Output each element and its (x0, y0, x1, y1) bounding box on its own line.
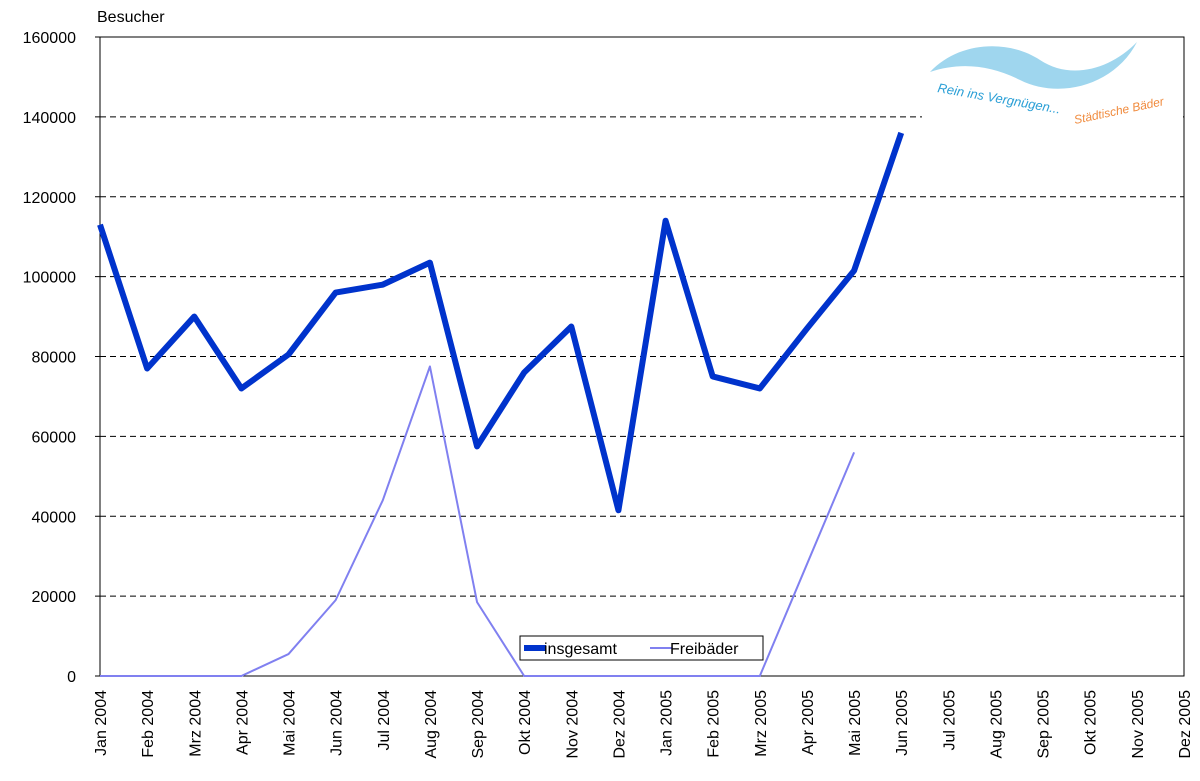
x-tick-label: Mai 2004 (282, 690, 299, 756)
x-tick-label: Mai 2005 (847, 690, 864, 756)
x-tick-label: Mrz 2004 (187, 690, 204, 757)
legend-box (519, 635, 764, 661)
x-tick-label: Sep 2004 (470, 690, 487, 759)
x-tick-label: Dez 2004 (611, 690, 628, 759)
y-tick-label: 80000 (32, 350, 77, 367)
x-tick-label: Feb 2005 (706, 690, 723, 758)
x-tick-label: Jun 2005 (894, 690, 911, 756)
y-tick-label: 40000 (32, 509, 77, 526)
y-tick-label: 20000 (32, 589, 77, 606)
y-tick-label: 0 (67, 669, 76, 686)
x-tick-label: Okt 2005 (1083, 690, 1100, 755)
x-tick-label: Aug 2005 (988, 690, 1005, 759)
x-tick-label: Jan 2005 (659, 690, 676, 756)
x-tick-label: Jan 2004 (93, 690, 110, 756)
x-tick-label: Mrz 2005 (753, 690, 770, 757)
x-tick-label: Sep 2005 (1036, 690, 1053, 759)
x-tick-label: Nov 2005 (1130, 690, 1147, 759)
x-tick-label: Aug 2004 (423, 690, 440, 759)
x-tick-label: Nov 2004 (564, 690, 581, 759)
logo: Rein ins Vergnügen... Städtische Bäder (922, 38, 1183, 138)
y-tick-label: 120000 (23, 190, 76, 207)
y-axis-label: Besucher (97, 9, 165, 26)
y-tick-label: 100000 (23, 270, 76, 287)
legend-label: Freibäder (670, 641, 739, 658)
x-tick-label: Jun 2004 (329, 690, 346, 756)
x-tick-label: Feb 2004 (140, 690, 157, 758)
series-line (97, 131, 905, 514)
logo-wave (930, 42, 1137, 89)
series-line (100, 365, 856, 677)
x-tick-label: Okt 2004 (517, 690, 534, 755)
y-tick-label: 140000 (23, 110, 76, 127)
y-tick-label: 160000 (23, 30, 76, 47)
y-tick-label: 60000 (32, 429, 77, 446)
legend-label: insgesamt (544, 641, 617, 658)
x-tick-label: Apr 2004 (234, 690, 251, 755)
legend: insgesamt Freibäder (519, 635, 764, 661)
x-tick-label: Jul 2005 (941, 690, 958, 751)
x-tick-label: Dez 2005 (1177, 690, 1194, 759)
x-tick-label: Jul 2004 (376, 690, 393, 751)
x-tick-label: Apr 2005 (800, 690, 817, 755)
